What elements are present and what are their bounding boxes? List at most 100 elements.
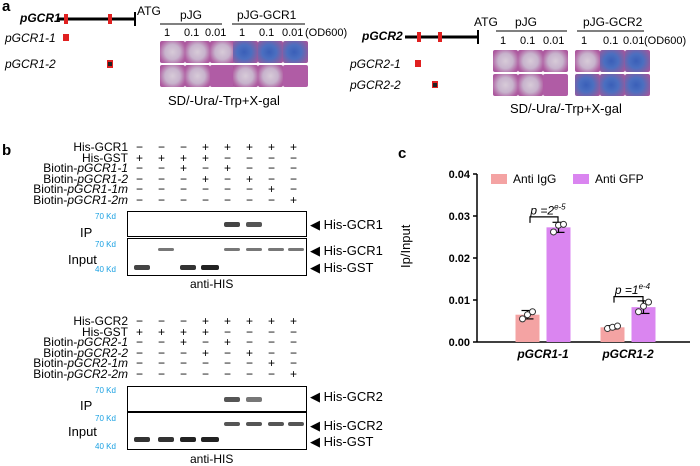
- blot-band: [246, 422, 262, 426]
- left-fragment-1: pGCR1-1: [5, 31, 56, 45]
- sign-cell: +: [268, 140, 276, 154]
- sign-cell: −: [224, 192, 232, 207]
- y-tick-label: 0.04: [449, 169, 471, 181]
- sign-cell: −: [180, 366, 188, 381]
- data-point: [519, 315, 526, 323]
- panel-b-letter: b: [2, 142, 12, 159]
- sign-cell: −: [136, 182, 144, 196]
- sign-cell: +: [246, 345, 254, 360]
- p-value-base: p =1: [614, 283, 639, 297]
- colony-spot: [575, 74, 600, 96]
- top-band-input1-label: ◀ His-GCR1: [310, 243, 383, 258]
- right-atg: ATG: [474, 15, 498, 29]
- sign-cell: −: [158, 171, 166, 186]
- right-dil-2: 0.1: [520, 35, 536, 47]
- sign-cell: +: [180, 150, 188, 165]
- sign-cell: +: [180, 335, 188, 349]
- sign-cell: −: [136, 366, 144, 381]
- colony-spot: [600, 74, 625, 96]
- blot-band: [201, 265, 219, 270]
- sign-cell: −: [268, 192, 276, 207]
- blot-band: [246, 397, 262, 402]
- left-group1: pJG: [180, 8, 203, 22]
- blot-band: [246, 248, 262, 251]
- right-dil-1: 1: [500, 35, 507, 47]
- blot-band: [288, 248, 304, 251]
- row-label: Biotin-pGCR2-2: [43, 345, 128, 360]
- sign-cell: −: [158, 182, 166, 196]
- row-label: Biotin-pGCR2-1m: [33, 356, 128, 370]
- blot-band: [268, 422, 284, 426]
- sign-cell: +: [202, 345, 210, 360]
- top-band-ip-label: ◀ His-GCR1: [310, 217, 383, 232]
- significance-bracket: [529, 216, 559, 223]
- row-label: Biotin-pGCR2-1: [43, 335, 128, 349]
- sign-cell: −: [202, 182, 210, 196]
- sign-cell: −: [180, 182, 188, 196]
- colony-spot: [233, 41, 258, 63]
- blot-band: [158, 437, 174, 442]
- data-point: [529, 308, 536, 316]
- sign-cell: −: [224, 345, 232, 360]
- p-value-annotation: p =2e-5: [529, 202, 566, 217]
- sign-cell: +: [136, 324, 144, 339]
- colony-spot: [283, 65, 308, 87]
- blot-band: [158, 248, 174, 251]
- sign-cell: +: [158, 324, 166, 339]
- sign-cell: +: [180, 324, 188, 339]
- blot-band: [134, 437, 150, 442]
- row-label: His-GST: [82, 150, 128, 165]
- row-label: His-GST: [82, 324, 128, 339]
- colony-spot: [210, 65, 235, 87]
- colony-spot: [543, 50, 568, 72]
- sign-cell: −: [268, 324, 276, 339]
- sign-cell: −: [202, 192, 210, 207]
- colony-spot: [493, 74, 518, 96]
- blot-band: [134, 265, 150, 270]
- legend-label: Anti IgG: [513, 172, 556, 186]
- colony-spot: [258, 65, 283, 87]
- top-ip-blot: [127, 211, 307, 237]
- sign-cell: −: [224, 366, 232, 381]
- p-value-exponent: e-5: [554, 202, 566, 211]
- right-group2: pJG-GCR2: [583, 15, 643, 29]
- sign-cell: −: [224, 324, 232, 339]
- blot-band: [224, 397, 240, 402]
- legend-swatch: [491, 174, 507, 184]
- blot-band: [288, 422, 304, 426]
- top-marker-70-input: 70 Kd: [95, 240, 116, 249]
- sign-cell: −: [180, 345, 188, 360]
- bottom-marker-40: 40 Kd: [95, 442, 116, 451]
- top-ip-label: IP: [80, 225, 93, 240]
- top-marker-40: 40 Kd: [95, 265, 116, 274]
- sign-cell: −: [224, 182, 232, 196]
- bottom-band-input1-text: His-GCR2: [323, 418, 383, 433]
- left-dil-2: 0.1: [184, 27, 200, 39]
- blot-band: [180, 265, 196, 270]
- sign-cell: −: [246, 150, 254, 165]
- left-dil-5: 0.1: [259, 27, 275, 39]
- sign-cell: −: [158, 140, 166, 154]
- colony-spot: [625, 50, 650, 72]
- sign-cell: +: [202, 324, 210, 339]
- sign-cell: +: [290, 140, 298, 154]
- sign-cell: −: [246, 356, 254, 370]
- row-label: Biotin-pGCR1-2m: [33, 192, 128, 207]
- p-value-base: p =2: [529, 203, 554, 217]
- blot-band: [246, 222, 262, 227]
- sign-cell: −: [180, 356, 188, 370]
- left-medium-label: SD/-Ura/-Trp+X-gal: [168, 93, 280, 108]
- y-tick-label: 0.00: [449, 337, 470, 349]
- sign-cell: +: [158, 150, 166, 165]
- top-marker-70-ip: 70 Kd: [95, 212, 116, 221]
- colony-spot: [185, 65, 210, 87]
- bottom-band-input2-text: His-GST: [323, 434, 374, 449]
- data-point: [550, 228, 557, 236]
- sign-cell: −: [136, 161, 144, 175]
- data-point: [635, 308, 642, 316]
- sign-cell: +: [224, 161, 232, 175]
- colony-spot: [518, 74, 543, 96]
- row-label: His-GCR1: [73, 140, 128, 154]
- sign-cell: −: [158, 366, 166, 381]
